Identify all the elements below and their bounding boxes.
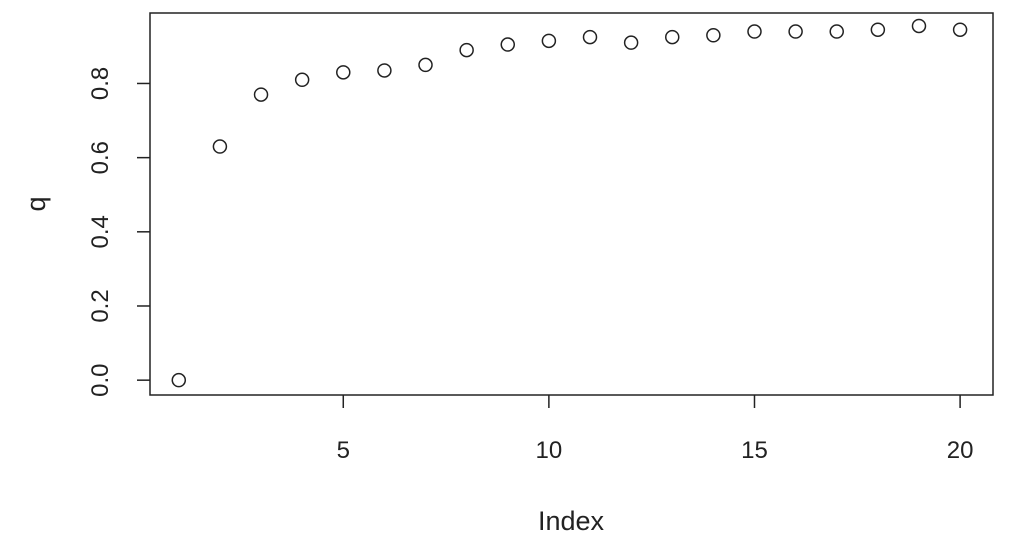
data-point	[253, 87, 269, 102]
data-point	[911, 18, 927, 34]
data-point	[664, 29, 680, 45]
data-point	[212, 139, 228, 154]
data-point	[500, 37, 516, 52]
y-tick-label: 0.8	[87, 67, 114, 100]
plot-frame	[149, 12, 994, 396]
data-point	[336, 65, 351, 80]
x-tick-label: 5	[337, 437, 350, 464]
data-point	[623, 35, 639, 50]
data-point	[747, 24, 762, 39]
data-point	[171, 372, 187, 388]
y-tick-label: 0.6	[87, 141, 114, 174]
data-point	[706, 28, 721, 43]
data-point	[952, 22, 968, 37]
data-point	[829, 24, 844, 39]
data-point	[788, 24, 803, 39]
x-axis: 5 10 15 20	[337, 395, 974, 464]
data-point	[418, 57, 433, 73]
x-tick-label: 10	[536, 437, 563, 464]
data-point	[377, 63, 392, 78]
x-axis-label: Index	[538, 506, 605, 536]
data-point	[870, 22, 886, 37]
data-point	[541, 33, 557, 49]
x-tick-label: 15	[741, 437, 768, 464]
y-tick-label: 0.2	[87, 289, 114, 322]
data-points	[171, 18, 968, 388]
data-point	[294, 72, 310, 88]
data-point	[582, 29, 598, 45]
y-tick-label: 0.0	[87, 363, 114, 396]
data-point	[459, 42, 474, 58]
y-axis: 0.0 0.2 0.4 0.6 0.8	[87, 67, 150, 397]
x-tick-label: 20	[947, 437, 974, 464]
y-tick-label: 0.4	[87, 215, 114, 248]
y-axis-label: q	[21, 196, 51, 211]
